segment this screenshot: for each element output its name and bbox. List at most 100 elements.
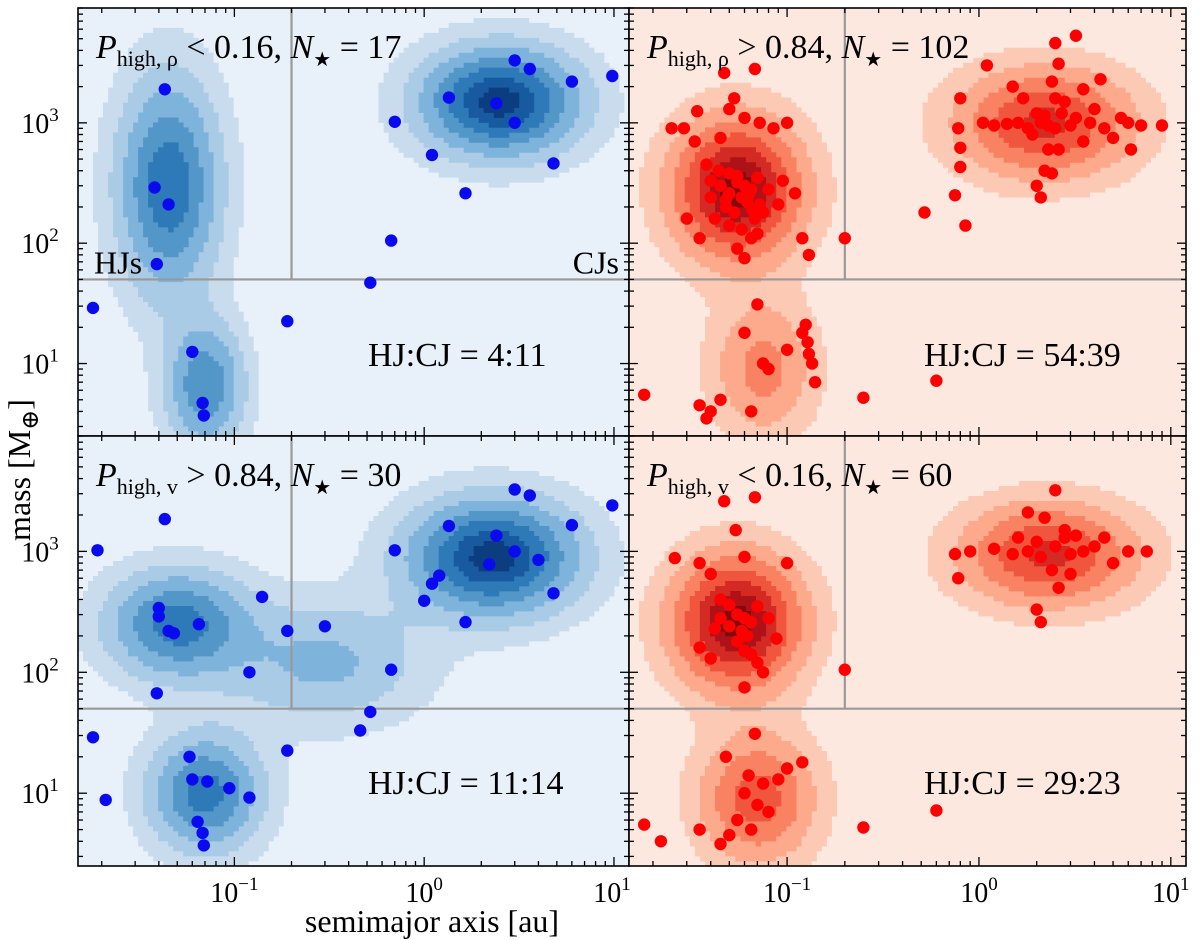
data-point — [1106, 131, 1120, 145]
data-point — [677, 122, 691, 135]
data-point — [1077, 545, 1090, 558]
data-point — [738, 111, 751, 125]
data-point — [780, 762, 794, 775]
data-point — [731, 813, 744, 827]
panel-title-sub: high, ρ — [668, 46, 729, 71]
data-point — [547, 587, 560, 600]
data-point — [1030, 179, 1043, 192]
data-point — [354, 724, 367, 737]
panel-title-cond: > 0.84, — [178, 457, 291, 494]
y-tick-exp: 3 — [49, 105, 59, 126]
data-point — [425, 148, 439, 162]
data-point — [738, 252, 751, 265]
data-point — [762, 183, 775, 196]
data-point — [1038, 109, 1051, 122]
data-point — [1049, 484, 1062, 497]
panel-title-cond: < 0.16, — [178, 29, 291, 66]
x-tick-label: 10−1 — [210, 874, 258, 909]
data-point — [565, 518, 579, 532]
panel-title-n: N — [290, 457, 316, 494]
density-contours — [93, 18, 625, 436]
hj-cj-ratio: HJ:CJ = 11:14 — [368, 765, 564, 802]
data-point — [741, 629, 754, 643]
data-point — [91, 544, 104, 557]
data-point — [704, 405, 717, 418]
panel-title-sub: high, v — [668, 474, 729, 499]
panel-title-star: ★ — [864, 49, 882, 71]
x-tick-label: 101 — [593, 874, 631, 909]
data-point — [770, 632, 783, 645]
data-point — [954, 141, 967, 154]
data-point — [718, 66, 731, 80]
y-tick-base: 10 — [21, 229, 49, 260]
panel-title: Phigh, v > 0.84, N★ = 30 — [95, 457, 401, 499]
data-point — [1058, 95, 1071, 108]
data-point — [523, 62, 536, 76]
data-point — [150, 257, 163, 271]
y-tick-label: 102 — [21, 654, 59, 689]
data-point — [1088, 540, 1101, 553]
panel-title-sub: high, v — [117, 474, 178, 499]
hj-cj-ratio: HJ:CJ = 54:39 — [924, 337, 1121, 374]
data-point — [638, 388, 651, 401]
panel-title-star: ★ — [313, 477, 331, 499]
data-point — [1049, 540, 1062, 553]
data-point — [1006, 80, 1019, 93]
panel-title-n: N — [841, 29, 867, 66]
data-point — [719, 193, 733, 206]
panel-title: Phigh, ρ > 0.84, N★ = 102 — [646, 29, 969, 71]
y-tick-base: 10 — [21, 537, 49, 568]
y-axis-label-sub: ⊕ — [18, 410, 44, 430]
data-point — [1077, 83, 1090, 96]
data-point — [1052, 143, 1065, 156]
data-point — [802, 248, 816, 262]
data-point — [1030, 535, 1043, 548]
data-point — [281, 744, 294, 757]
data-point — [756, 666, 770, 679]
data-point — [1052, 57, 1065, 70]
data-point — [808, 376, 822, 389]
data-point — [918, 206, 931, 219]
data-point — [654, 835, 668, 848]
data-point — [772, 198, 785, 211]
data-point — [708, 212, 721, 225]
y-axis-label: mass [M⊕] — [1, 399, 44, 541]
data-point — [1088, 102, 1101, 116]
data-point — [364, 276, 377, 289]
data-point — [857, 391, 870, 404]
data-point — [196, 826, 209, 840]
panel-title-sub: high, ρ — [117, 46, 178, 71]
data-point — [693, 232, 706, 245]
data-point — [418, 594, 431, 607]
x-tick-label: 100 — [960, 874, 998, 909]
y-tick-label: 103 — [21, 533, 59, 568]
data-point — [201, 775, 214, 788]
data-point — [255, 590, 269, 604]
data-point — [704, 567, 717, 581]
y-tick-exp: 2 — [49, 225, 59, 246]
data-point — [745, 823, 758, 836]
data-point — [197, 409, 210, 422]
panel-title-n: N — [290, 29, 316, 66]
data-point — [191, 815, 204, 828]
data-point — [1140, 545, 1154, 558]
data-point — [223, 782, 236, 795]
data-point — [954, 160, 967, 174]
x-tick-base: 10 — [1152, 878, 1180, 909]
data-point — [243, 666, 256, 679]
x-tick-exp: 1 — [621, 874, 631, 895]
data-point — [952, 122, 965, 135]
data-point — [714, 837, 727, 851]
data-point — [723, 620, 736, 633]
data-point — [148, 181, 161, 194]
data-point — [1011, 531, 1025, 544]
data-point — [704, 191, 717, 204]
data-point — [606, 499, 619, 512]
panel-title-cond: < 0.16, — [729, 457, 842, 494]
y-tick-label: 101 — [21, 346, 59, 381]
x-tick-base: 10 — [593, 878, 621, 909]
data-point — [1052, 581, 1065, 594]
data-point — [1069, 111, 1083, 125]
data-point — [704, 652, 717, 665]
